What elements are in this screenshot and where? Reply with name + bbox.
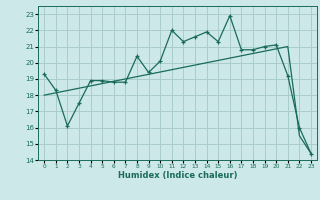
X-axis label: Humidex (Indice chaleur): Humidex (Indice chaleur)	[118, 171, 237, 180]
